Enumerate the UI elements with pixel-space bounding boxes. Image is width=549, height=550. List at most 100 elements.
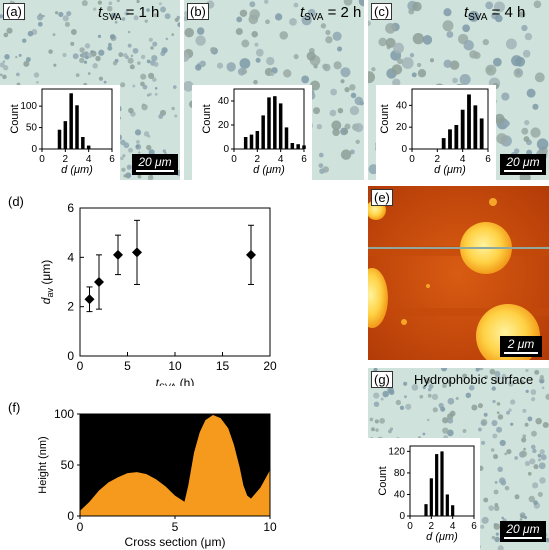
x-tick-label: 6 <box>485 154 491 165</box>
x-tick-label: 4 <box>460 154 466 165</box>
droplet-left <box>368 268 388 328</box>
y-tick-label: 100 <box>20 101 37 112</box>
t-subscript: SVA <box>468 12 488 23</box>
x-tick-label: 15 <box>216 359 230 373</box>
x-tick-label: 4 <box>86 154 92 165</box>
x-tick-label: 4 <box>278 154 284 165</box>
x-tick-label: 6 <box>301 154 307 165</box>
x-axis-label: d (μm) <box>61 164 93 176</box>
x-tick-label: 6 <box>109 154 115 165</box>
hist-bar <box>435 454 439 516</box>
y-axis-label: Count <box>201 104 213 133</box>
x-tick-label: 2 <box>63 154 69 165</box>
hist-bar <box>460 109 465 149</box>
t-subscript: SVA <box>102 12 122 23</box>
y-tick-label: 120 <box>388 446 405 457</box>
x-tick-label: 6 <box>471 521 477 532</box>
panel-b-tag: (b) <box>187 3 209 20</box>
x-tick-label: 0 <box>231 154 237 165</box>
scale-bar-g: 20 μm <box>500 521 546 542</box>
x-tick-label: 20 <box>263 359 277 373</box>
t-symbol: t <box>464 4 469 21</box>
y-axis-label: dav (μm) <box>39 260 55 304</box>
scale-bar-label: 20 μm <box>506 155 540 169</box>
t-value: = 2 h <box>327 4 362 21</box>
y-tick-label: 80 <box>394 468 406 479</box>
panel-c-time-label: tSVA = 4 h <box>464 4 525 23</box>
panel-f-tag: (f) <box>8 400 21 415</box>
y-tick-label: 0 <box>31 144 37 155</box>
x-tick-label: 5 <box>124 359 131 373</box>
histogram-c-inset: 0 2 4 6 0 20 40 d (μm) Count <box>376 85 496 180</box>
panel-c-tag: (c) <box>371 3 393 20</box>
y-axis-label: Count <box>379 104 391 133</box>
hist-bar <box>249 134 254 149</box>
y-tick-label: 0 <box>399 511 405 522</box>
x-tick-label: 2 <box>429 521 435 532</box>
y-axis-label: Count <box>9 104 21 133</box>
scale-bar-c: 20 μm <box>500 154 546 175</box>
hist-bar <box>296 144 300 149</box>
hist-bar <box>473 105 478 149</box>
y-tick-label: 0 <box>67 509 74 523</box>
y-tick-label: 50 <box>61 458 75 472</box>
x-tick-label: 4 <box>450 521 456 532</box>
hist-bar <box>75 105 79 149</box>
hist-bar <box>441 138 446 149</box>
hist-bar <box>261 115 265 149</box>
data-point <box>132 247 142 258</box>
hist-bar <box>255 131 260 149</box>
panel-b-time-label: tSVA = 2 h <box>300 4 361 23</box>
afm-image-e: (e) 2 μm <box>368 186 549 360</box>
scatter-d-chart: 0 5 10 15 20 0 2 4 6 tSVA (h) dav (μm) <box>39 201 277 386</box>
profile-area <box>80 415 270 516</box>
t-value: = 4 h <box>491 4 526 21</box>
hist-bar <box>302 145 306 149</box>
hist-bar <box>69 93 73 149</box>
y-tick-label: 4 <box>67 250 74 264</box>
y-tick-label: 20 <box>396 122 408 133</box>
t-subscript: SVA <box>304 12 324 23</box>
histogram-a: 0 2 4 6 0 50 100 d (μm) Count <box>9 88 115 176</box>
micrograph-a: (a) tSVA = 1 h 0 2 4 6 0 50 100 d (μm) Count 20 … <box>0 0 180 180</box>
x-axis-label: Cross section (μm) <box>125 535 226 549</box>
x-axis-label: d (μm) <box>426 531 458 543</box>
y-tick-label: 6 <box>67 201 74 215</box>
x-axis-label: tSVA (h) <box>156 376 195 386</box>
x-tick-label: 10 <box>263 520 277 534</box>
y-tick-label: 2 <box>67 300 74 314</box>
x-tick-label: 0 <box>407 521 413 532</box>
histogram-c: 0 2 4 6 0 20 40 d (μm) Count <box>379 88 491 176</box>
x-tick-label: 5 <box>172 520 179 534</box>
hist-bar <box>429 478 433 516</box>
histogram-a-inset: 0 2 4 6 0 50 100 d (μm) Count <box>0 85 120 180</box>
hist-bar <box>86 145 91 149</box>
hist-bar <box>454 125 459 149</box>
y-tick-label: 0 <box>223 144 229 155</box>
t-symbol: t <box>300 4 305 21</box>
hist-bar <box>284 127 289 149</box>
hist-bar <box>267 97 271 149</box>
hist-bar <box>479 118 484 149</box>
histogram-g-inset: 0 2 4 6 0 40 80 120 d (μm) Count <box>368 438 480 550</box>
micrograph-c: (c) tSVA = 4 h 0 2 4 6 0 20 40 d (μm) Count 20 μ… <box>368 0 549 180</box>
panel-g-tag: (g) <box>371 371 393 388</box>
hist-bar <box>290 143 295 149</box>
hist-bar <box>467 94 471 149</box>
panel-a-tag: (a) <box>3 3 25 20</box>
data-point <box>94 277 104 287</box>
plot-d: (d) 0 5 10 15 20 0 2 4 6 tSVA (h) dav (μm) <box>0 186 300 386</box>
y-tick-label: 0 <box>67 349 74 363</box>
hist-bar <box>273 96 277 149</box>
t-value: = 1 h <box>125 4 160 21</box>
x-axis-label: d (μm) <box>434 164 466 176</box>
x-tick-label: 10 <box>168 359 182 373</box>
y-tick-label: 40 <box>396 100 408 111</box>
panel-g-title: Hydrophobic surface <box>414 372 534 387</box>
data-point <box>113 249 123 260</box>
histogram-b-inset: 0 2 4 6 0 20 40 d (μm) Count <box>192 85 312 180</box>
x-tick-label: 2 <box>255 154 261 165</box>
x-tick-label: 2 <box>435 154 441 165</box>
data-point <box>246 249 256 260</box>
